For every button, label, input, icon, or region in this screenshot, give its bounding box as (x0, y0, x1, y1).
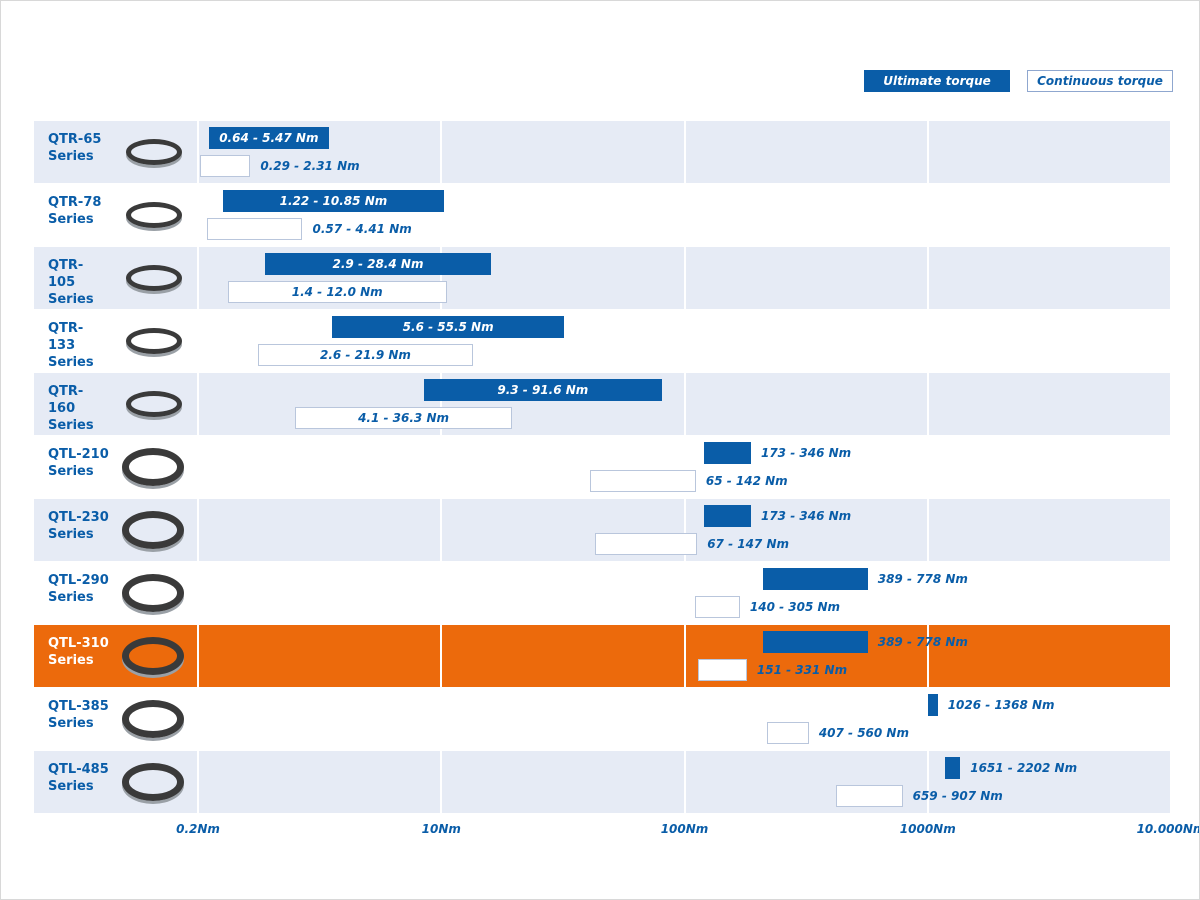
value-label: 0.64 - 5.47 Nm (219, 131, 319, 145)
value-label: 9.3 - 91.6 Nm (497, 383, 589, 397)
product-image (126, 139, 182, 165)
product-image (126, 202, 182, 228)
torque-bar (945, 757, 961, 779)
value-label: 1651 - 2202 Nm (970, 761, 1078, 775)
value-label: 173 - 346 Nm (760, 446, 852, 460)
category-label: QTL-230 Series (48, 510, 109, 542)
torque-bar (762, 568, 868, 590)
category-label: QTR-105 Series (48, 258, 94, 307)
x-tick-label: 0.2Nm (176, 822, 220, 836)
category-label: QTL-210 Series (48, 447, 109, 479)
torque-bar (704, 505, 751, 527)
torque-bar (589, 470, 696, 492)
torque-bar (294, 407, 513, 429)
value-label: 173 - 346 Nm (760, 509, 852, 523)
torque-bar (208, 127, 329, 149)
category-label: QTL-385 Series (48, 699, 109, 731)
torque-bar (332, 316, 565, 338)
category-label: QTR-160 Series (48, 384, 94, 433)
torque-bar (695, 596, 740, 618)
torque-bar (227, 281, 447, 303)
value-label: 389 - 778 Nm (877, 572, 968, 586)
torque-bar (762, 631, 868, 653)
value-label: 1.4 - 12.0 Nm (291, 285, 383, 299)
product-image (126, 328, 182, 354)
x-tick-label: 1000Nm (899, 822, 956, 836)
product-image (126, 265, 182, 291)
product-image (126, 391, 182, 417)
legend-item: Continuous torque (1027, 70, 1173, 92)
value-label: 659 - 907 Nm (912, 789, 1003, 803)
value-label: 67 - 147 Nm (707, 537, 789, 551)
legend-item: Ultimate torque (864, 70, 1010, 92)
torque-bar (767, 722, 809, 744)
category-label: QTR-78 Series (48, 195, 102, 227)
row-band (34, 310, 1171, 372)
grid-line (683, 121, 686, 813)
torque-bar (595, 533, 698, 555)
row-band (34, 688, 1171, 750)
torque-bar (928, 694, 938, 716)
torque-bar (698, 659, 747, 681)
category-label: QTL-485 Series (48, 762, 109, 794)
category-label: QTR-133 Series (48, 321, 94, 370)
product-image (122, 637, 184, 675)
product-image (122, 763, 184, 801)
grid-line (1170, 121, 1172, 813)
value-label: 407 - 560 Nm (818, 726, 909, 740)
torque-bar (423, 379, 662, 401)
torque-bar (704, 442, 751, 464)
grid-line (926, 121, 929, 813)
product-image (122, 448, 184, 486)
grid-line (440, 121, 443, 813)
value-label: 65 - 142 Nm (705, 474, 788, 488)
torque-bar (265, 253, 491, 275)
value-label: 1.22 - 10.85 Nm (279, 194, 388, 208)
value-label: 0.29 - 2.31 Nm (260, 159, 360, 173)
x-tick-label: 10.000Nm (1136, 822, 1200, 836)
torque-bar (835, 785, 903, 807)
row-band (34, 625, 1171, 687)
value-label: 140 - 305 Nm (749, 600, 841, 614)
value-label: 1026 - 1368 Nm (947, 698, 1055, 712)
torque-bar (207, 218, 303, 240)
row-band (34, 751, 1171, 813)
product-image (122, 574, 184, 612)
torque-bar (200, 155, 251, 177)
category-label: QTR-65 Series (48, 132, 102, 164)
row-band (34, 247, 1171, 309)
value-label: 5.6 - 55.5 Nm (402, 320, 494, 334)
row-band (34, 562, 1171, 624)
category-label: QTL-290 Series (48, 573, 109, 605)
category-label: QTL-310 Series (48, 636, 109, 668)
value-label: 2.6 - 21.9 Nm (320, 348, 411, 362)
value-label: 2.9 - 28.4 Nm (332, 257, 424, 271)
torque-bar (223, 190, 444, 212)
product-image (122, 700, 184, 738)
value-label: 0.57 - 4.41 Nm (312, 222, 412, 236)
row-band (34, 184, 1171, 246)
value-label: 4.1 - 36.3 Nm (358, 411, 450, 425)
value-label: 151 - 331 Nm (756, 663, 848, 677)
x-tick-label: 10Nm (421, 822, 461, 836)
x-tick-label: 100Nm (660, 822, 709, 836)
product-image (122, 511, 184, 549)
torque-bar (257, 344, 474, 366)
value-label: 389 - 778 Nm (877, 635, 968, 649)
grid-line (197, 121, 199, 813)
